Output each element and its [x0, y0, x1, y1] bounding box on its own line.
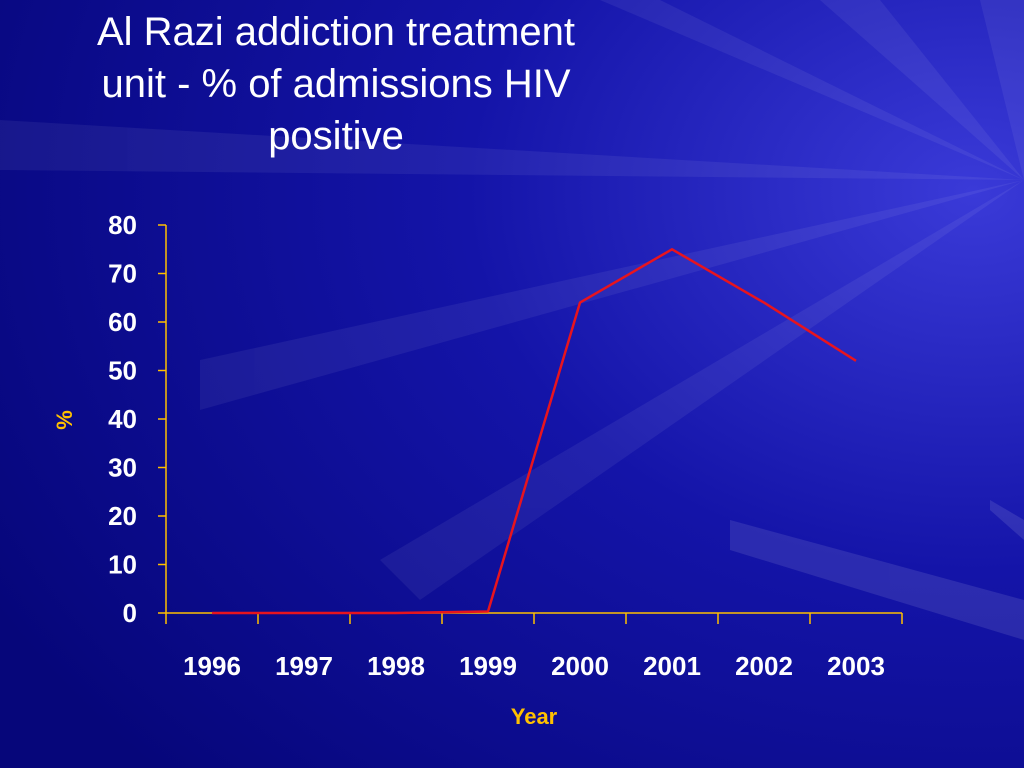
x-tick-label: 2001	[643, 651, 701, 681]
y-tick-label: 40	[108, 404, 137, 434]
chart-ticks: 0 10 20 30 40 50 60 70 80 1996 1997 1998 1999 2000 200…	[108, 210, 903, 681]
x-tick-label: 1998	[367, 651, 425, 681]
y-tick-label: 70	[108, 259, 137, 289]
x-tick-label: 1997	[275, 651, 333, 681]
title-line-2: unit - % of admissions HIV	[101, 62, 571, 106]
title-line-1: Al Razi addiction treatment	[96, 10, 575, 54]
y-tick-label: 10	[108, 550, 137, 580]
chart-series	[211, 248, 857, 615]
x-tick-label: 2003	[827, 651, 885, 681]
y-axis-title: %	[52, 410, 77, 430]
x-tick-label: 2000	[551, 651, 609, 681]
x-tick-label: 1996	[183, 651, 241, 681]
x-tick-label: 1999	[459, 651, 517, 681]
title-line-3: positive	[268, 114, 404, 158]
slide-title: Al Razi addiction treatment unit - % of …	[40, 6, 632, 162]
x-tick-label: 2002	[735, 651, 793, 681]
y-tick-label: 60	[108, 307, 137, 337]
y-tick-label: 50	[108, 356, 137, 386]
y-tick-label: 30	[108, 453, 137, 483]
x-axis-title: Year	[511, 704, 558, 729]
y-tick-label: 0	[123, 598, 137, 628]
chart-axes	[165, 225, 902, 614]
y-tick-label: 20	[108, 501, 137, 531]
series-line	[212, 248, 857, 615]
y-tick-label: 80	[108, 210, 137, 240]
